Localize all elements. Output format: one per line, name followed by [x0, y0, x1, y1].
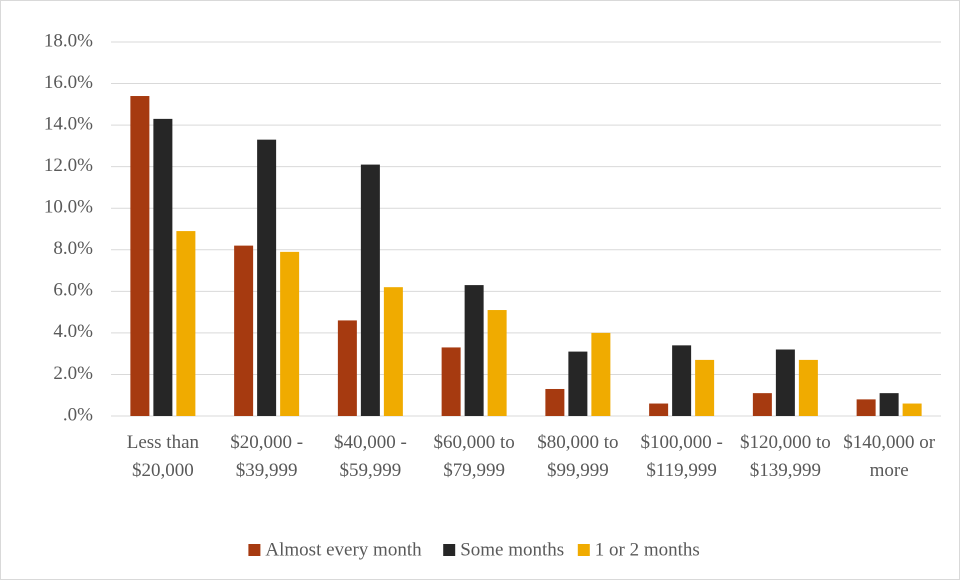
bar — [591, 332, 611, 416]
bar — [856, 399, 876, 416]
bar — [695, 359, 715, 416]
bar — [257, 139, 277, 416]
x-tick-label: $60,000 to $79,999 — [433, 432, 515, 481]
bar — [752, 393, 772, 416]
bar — [798, 359, 818, 416]
bar — [464, 285, 484, 416]
bar — [545, 388, 565, 416]
x-tick-label: Less than $20,000 — [126, 432, 200, 481]
y-tick-label: 6.0% — [53, 280, 93, 301]
bar — [879, 393, 899, 416]
bar — [153, 118, 173, 416]
bar — [383, 287, 403, 416]
bar — [337, 320, 357, 416]
y-tick-label: 14.0% — [44, 113, 93, 134]
y-tick-label: 10.0% — [44, 197, 93, 218]
bar — [672, 345, 692, 416]
legend-swatch — [577, 544, 590, 556]
x-tick-label: $120,000 to $139,999 — [739, 432, 831, 481]
bar — [280, 251, 300, 416]
y-tick-label: 2.0% — [53, 363, 93, 384]
bar — [568, 351, 588, 416]
legend-swatch — [443, 544, 456, 556]
y-tick-label: 18.0% — [44, 30, 93, 51]
bar — [487, 310, 507, 416]
y-tick-label: 16.0% — [44, 72, 93, 93]
bar — [441, 347, 461, 416]
y-tick-label: .0% — [63, 404, 93, 425]
y-tick-label: 8.0% — [53, 238, 93, 259]
bar — [649, 403, 669, 416]
bar — [360, 164, 380, 416]
legend-label: 1 or 2 months — [595, 539, 700, 560]
x-tick-label: $100,000 - $119,999 — [640, 432, 723, 481]
legend-label: Some months — [460, 539, 564, 560]
y-tick-label: 12.0% — [44, 155, 93, 176]
x-tick-label: $20,000 - $39,999 — [230, 432, 304, 481]
bar — [176, 231, 196, 416]
legend-swatch — [248, 544, 261, 556]
bar — [130, 96, 150, 417]
bar — [775, 349, 795, 416]
x-tick-label: $40,000 - $59,999 — [333, 432, 407, 481]
legend-label: Almost every month — [265, 539, 422, 560]
x-tick-label: $140,000 or more — [843, 432, 936, 481]
bar — [234, 245, 254, 416]
x-tick-label: $80,000 to $99,999 — [537, 432, 619, 481]
bar — [902, 403, 922, 416]
y-tick-label: 4.0% — [53, 321, 93, 342]
